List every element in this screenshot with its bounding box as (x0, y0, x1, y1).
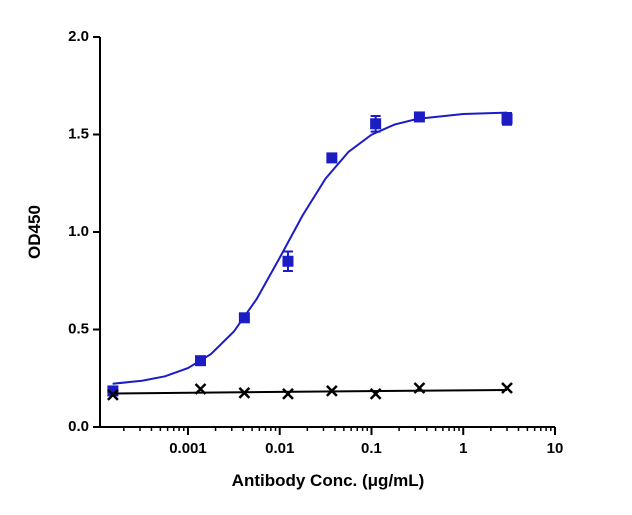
y-axis-label: OD450 (25, 205, 44, 259)
point (413, 382, 426, 394)
y-tick-label: 0.5 (68, 320, 89, 337)
point (501, 113, 513, 125)
point (282, 255, 294, 267)
y-tick-label: 2.0 (68, 28, 89, 45)
y-tick-label: 1.5 (68, 125, 89, 142)
point (413, 111, 425, 123)
point (238, 312, 250, 324)
x-tick-label: 0.001 (169, 440, 207, 457)
point (107, 385, 119, 397)
x-tick-label: 0.01 (265, 440, 294, 457)
y-tick-label: 1.0 (68, 223, 89, 240)
y-tick-label: 0.0 (68, 418, 89, 435)
x-tick-label: 0.1 (361, 440, 382, 457)
point (238, 386, 251, 399)
x-axis-label: Antibody Conc. (μg/mL) (232, 471, 425, 490)
point (325, 385, 338, 397)
point (369, 387, 382, 400)
point (326, 152, 338, 164)
fit-curve (112, 388, 508, 395)
point (501, 382, 513, 394)
x-tick-label: 1 (459, 440, 467, 457)
point (282, 387, 294, 400)
point (195, 355, 207, 367)
point (107, 388, 119, 401)
point (370, 118, 382, 130)
x-tick-label: 10 (547, 440, 564, 457)
point (194, 383, 207, 395)
fit-curve (112, 111, 508, 385)
